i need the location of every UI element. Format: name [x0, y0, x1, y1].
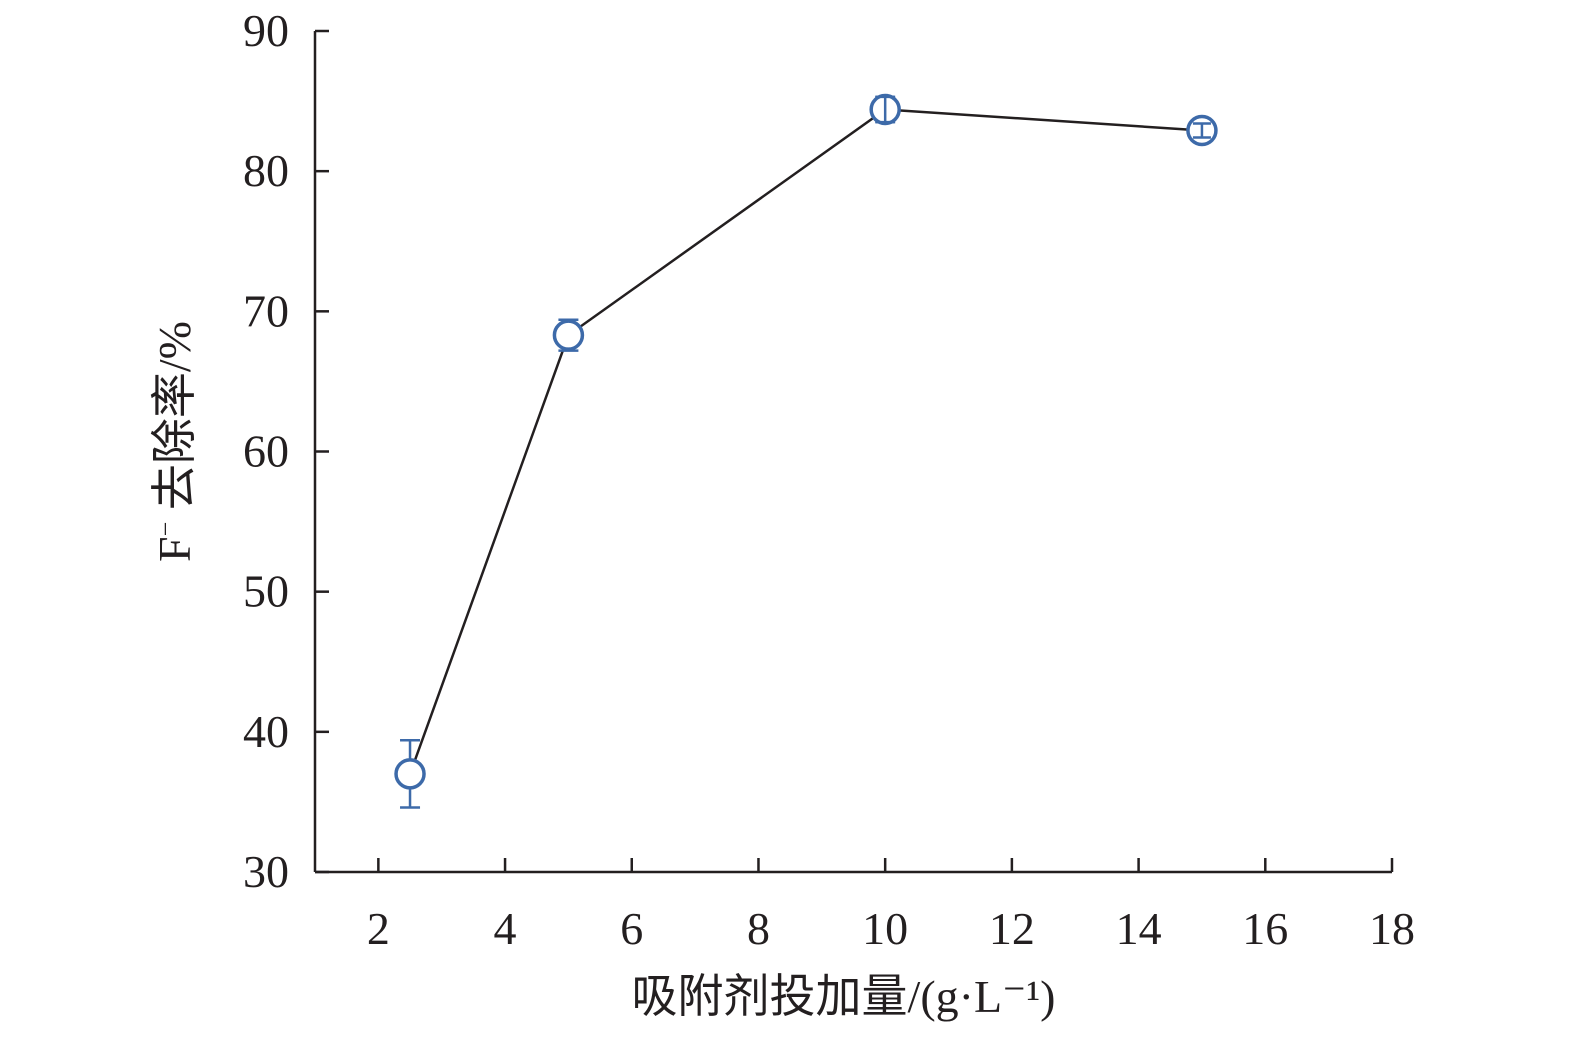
data-marker: [394, 758, 426, 790]
x-axis-title: 吸附剂投加量/(g·L⁻¹): [632, 971, 1056, 1022]
y-tick-label: 60: [243, 426, 289, 477]
x-tick-label: 16: [1242, 903, 1288, 954]
data-point: [1186, 114, 1218, 147]
y-ticks: 30 40 50 60 70 80 90: [243, 5, 329, 897]
series-line: [408, 108, 1203, 775]
data-marker: [552, 319, 585, 351]
x-tick-label: 6: [620, 903, 643, 954]
y-tick-label: 80: [243, 145, 289, 196]
data-point: [552, 318, 585, 352]
y-tick-label: 40: [243, 706, 289, 757]
y-axis-title-rest: 去除率/%: [149, 321, 200, 522]
x-tick-label: 10: [862, 903, 908, 954]
x-tick-label: 18: [1369, 903, 1415, 954]
x-tick-label: 14: [1116, 903, 1162, 954]
y-tick-label: 30: [243, 846, 289, 897]
data-point: [394, 738, 426, 809]
y-axis-title-species: F: [149, 536, 200, 562]
y-tick-label: 50: [243, 566, 289, 617]
y-axis-title: F− 去除率/%: [149, 321, 200, 562]
axes: [313, 31, 1392, 874]
x-tick-label: 8: [747, 903, 770, 954]
x-tick-label: 2: [367, 903, 390, 954]
y-tick-label: 70: [243, 285, 289, 336]
data-point: [869, 93, 901, 126]
x-tick-label: 12: [989, 903, 1035, 954]
x-ticks: 2 4 6 8 10 12 14 16 18: [367, 858, 1415, 954]
y-axis-title-charge: −: [151, 522, 180, 537]
x-tick-label: 4: [494, 903, 517, 954]
plot-area: [394, 93, 1218, 809]
y-tick-label: 90: [243, 5, 289, 56]
